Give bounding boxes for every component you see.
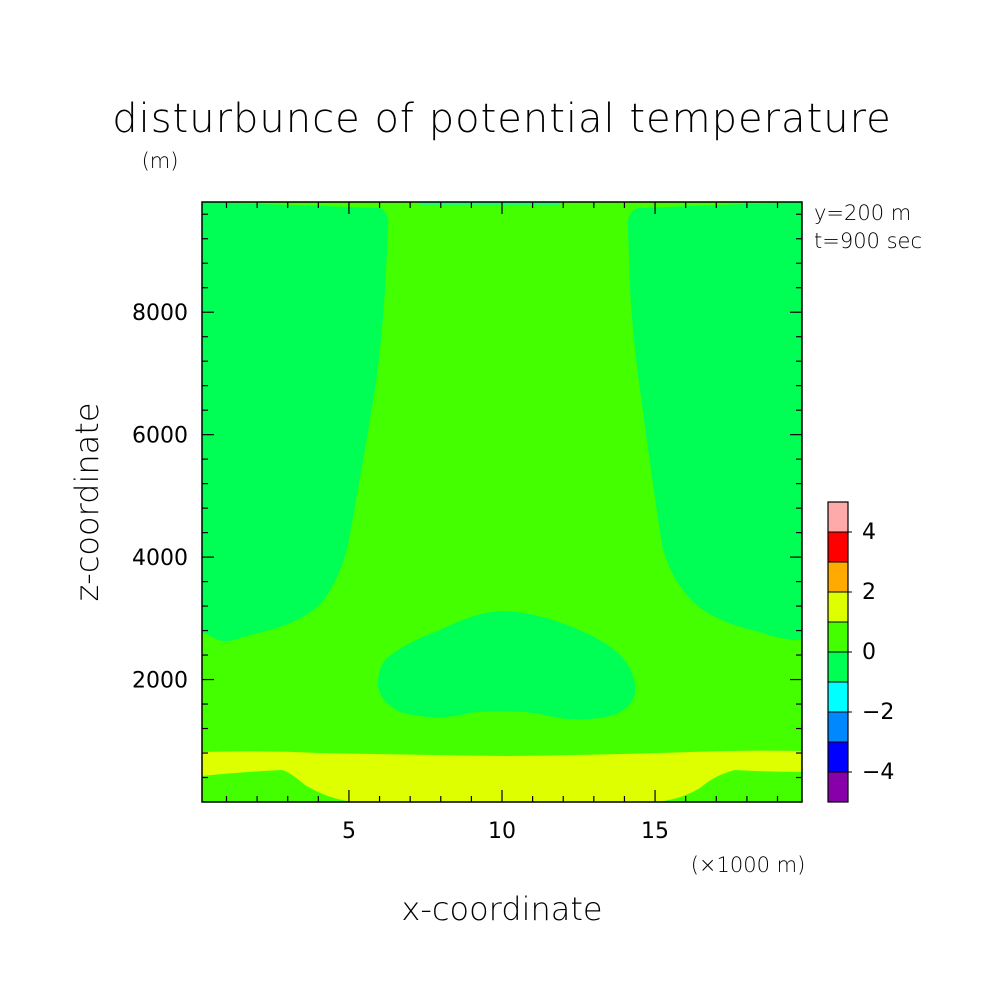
upper-left-negative-region: [202, 202, 389, 642]
x-multiplier-label: (×1000 m): [691, 853, 806, 877]
colorbar-label: 0: [862, 640, 876, 665]
chart-title: disturbunce of potential temperature: [112, 96, 892, 142]
colorbar-swatch: [827, 681, 849, 713]
units-label: (m): [142, 149, 179, 173]
y-tick-label: 8000: [132, 301, 188, 326]
y-axis-label: z-coordinate: [68, 402, 106, 601]
colorbar-label: −4: [862, 760, 894, 785]
annotation-y: y=200 m: [814, 201, 911, 225]
colorbar-swatch: [827, 771, 849, 803]
colorbar-label: −2: [862, 700, 894, 725]
top-edge-sliver: [420, 202, 560, 205]
x-tick-labels: 5 10 15: [342, 819, 669, 844]
annotation-t: t=900 sec: [814, 229, 922, 253]
colorbar: 4 2 0 −2 −4: [827, 501, 894, 803]
lower-warm-band: [202, 750, 802, 802]
colorbar-label: 4: [862, 520, 876, 545]
colorbar-swatch: [827, 651, 849, 683]
colorbar-swatch: [827, 501, 849, 533]
plot-area: [201, 201, 803, 803]
colorbar-swatch: [827, 741, 849, 773]
colorbar-label: 2: [862, 580, 876, 605]
colorbar-swatch: [827, 531, 849, 563]
y-tick-label: 4000: [132, 546, 188, 571]
upper-right-negative-region: [627, 202, 802, 640]
colorbar-swatch: [827, 621, 849, 653]
colorbar-swatch: [827, 711, 849, 743]
x-tick-label: 15: [641, 819, 669, 844]
x-axis-label: x-coordinate: [401, 890, 602, 928]
y-tick-labels: 2000 4000 6000 8000: [132, 301, 188, 693]
y-tick-label: 6000: [132, 424, 188, 449]
colorbar-swatch: [827, 561, 849, 593]
x-tick-label: 5: [342, 819, 356, 844]
y-tick-label: 2000: [132, 669, 188, 694]
central-negative-blob: [377, 610, 636, 720]
colorbar-swatch: [827, 591, 849, 623]
x-tick-label: 10: [488, 819, 516, 844]
plot-ticks: [202, 202, 802, 802]
